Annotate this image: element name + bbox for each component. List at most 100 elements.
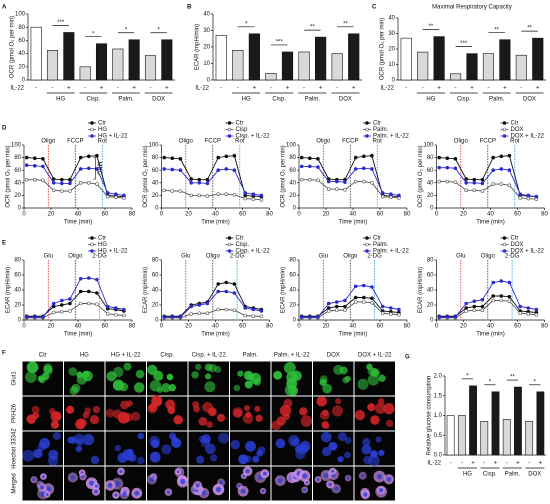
data-point bbox=[388, 312, 393, 316]
data-point bbox=[232, 168, 237, 172]
cell bbox=[321, 431, 332, 443]
data-point bbox=[464, 177, 469, 181]
data-point bbox=[534, 194, 539, 199]
data-point bbox=[370, 296, 374, 301]
nucleus bbox=[262, 471, 267, 476]
data-point bbox=[397, 307, 401, 312]
bar bbox=[161, 39, 173, 81]
y-tick-label: 80 bbox=[14, 155, 21, 161]
y-tick-label: 80 bbox=[152, 155, 159, 161]
data-point bbox=[162, 167, 166, 171]
legend-marker bbox=[502, 242, 507, 247]
data-point bbox=[472, 188, 477, 193]
bar bbox=[532, 37, 544, 81]
data-point bbox=[87, 166, 91, 171]
data-point bbox=[205, 194, 210, 198]
cell bbox=[283, 361, 296, 374]
data-point bbox=[59, 303, 64, 307]
y-tick-label: 80 bbox=[289, 258, 296, 264]
x-tick-label: - bbox=[270, 86, 272, 92]
y-tick-label: 20 bbox=[203, 45, 210, 51]
cell bbox=[374, 403, 386, 414]
nucleus bbox=[323, 473, 329, 478]
data-point bbox=[299, 164, 304, 169]
cell bbox=[74, 433, 85, 444]
cell bbox=[370, 415, 380, 425]
data-point bbox=[445, 179, 450, 184]
event-label: 2-DG bbox=[92, 254, 107, 260]
row-header: Glut1 bbox=[12, 371, 18, 386]
significance-label: *** bbox=[276, 40, 284, 46]
x-tick-label: + bbox=[539, 461, 543, 467]
event-label: Rot bbox=[510, 139, 520, 145]
event-label: FCCP bbox=[480, 139, 496, 145]
data-point bbox=[472, 308, 477, 313]
panel-label: F bbox=[2, 351, 6, 357]
y-tick-label: 0 bbox=[155, 206, 159, 212]
cell bbox=[375, 436, 382, 443]
significance-label: * bbox=[534, 379, 537, 385]
x-axis-label: Time (min) bbox=[476, 332, 504, 338]
data-point bbox=[114, 192, 118, 196]
data-point bbox=[59, 189, 64, 193]
data-point bbox=[437, 179, 442, 184]
y-tick-label: 0 bbox=[392, 78, 396, 84]
data-point bbox=[232, 291, 237, 295]
bar bbox=[482, 53, 495, 81]
data-point bbox=[464, 181, 469, 185]
nucleus bbox=[195, 483, 200, 488]
x-tick-label: - bbox=[422, 86, 424, 92]
cell bbox=[195, 363, 202, 371]
y-tick-label: 100 bbox=[15, 12, 26, 18]
legend-marker bbox=[227, 236, 232, 240]
data-point bbox=[326, 179, 331, 184]
y-tick-label: 40 bbox=[152, 288, 159, 294]
data-point bbox=[78, 181, 83, 185]
y-tick-label: 20 bbox=[427, 193, 434, 199]
legend-marker bbox=[502, 121, 507, 125]
treatment-label: IL-22 bbox=[195, 86, 209, 92]
group-label: Palm. bbox=[505, 472, 521, 478]
x-tick-label: + bbox=[503, 86, 507, 92]
data-point bbox=[78, 289, 83, 294]
data-point bbox=[491, 298, 496, 303]
cell bbox=[238, 454, 249, 465]
legend-label: Palm. bbox=[373, 242, 389, 248]
x-tick-label: 80 bbox=[541, 324, 548, 330]
data-point bbox=[518, 196, 523, 200]
legend-marker bbox=[365, 249, 369, 253]
x-tick-label: 20 bbox=[460, 324, 467, 330]
bar bbox=[112, 48, 124, 81]
y-tick-label: 80 bbox=[14, 258, 21, 264]
data-point bbox=[178, 157, 183, 161]
row-header: Hoechst 33342 bbox=[12, 428, 18, 469]
data-point bbox=[170, 189, 175, 193]
x-tick-label: 20 bbox=[48, 324, 55, 330]
data-point bbox=[361, 300, 366, 304]
cell bbox=[204, 381, 216, 393]
y-axis-label: Relative glucose consumption bbox=[427, 376, 433, 456]
cell bbox=[165, 399, 176, 410]
data-point bbox=[480, 177, 485, 182]
data-point bbox=[87, 276, 91, 280]
bar bbox=[298, 51, 310, 81]
event-label: FCCP bbox=[205, 139, 221, 145]
significance-label: ** bbox=[494, 27, 499, 33]
y-tick-label: 0 bbox=[430, 318, 434, 324]
data-point bbox=[326, 309, 331, 313]
cell bbox=[66, 405, 75, 414]
data-point bbox=[370, 285, 374, 289]
cell bbox=[275, 438, 286, 449]
cell bbox=[316, 396, 327, 407]
x-tick-label: + bbox=[536, 86, 540, 92]
row-header: PKH26 bbox=[12, 403, 18, 423]
data-point bbox=[41, 178, 45, 183]
data-point bbox=[216, 192, 220, 196]
cell bbox=[114, 444, 122, 452]
cell bbox=[123, 362, 132, 371]
y-tick-label: 0 bbox=[18, 318, 22, 324]
cell bbox=[135, 369, 145, 379]
data-point bbox=[205, 311, 210, 316]
nucleus bbox=[305, 481, 309, 484]
legend-label: HG + IL-22 bbox=[98, 249, 128, 255]
